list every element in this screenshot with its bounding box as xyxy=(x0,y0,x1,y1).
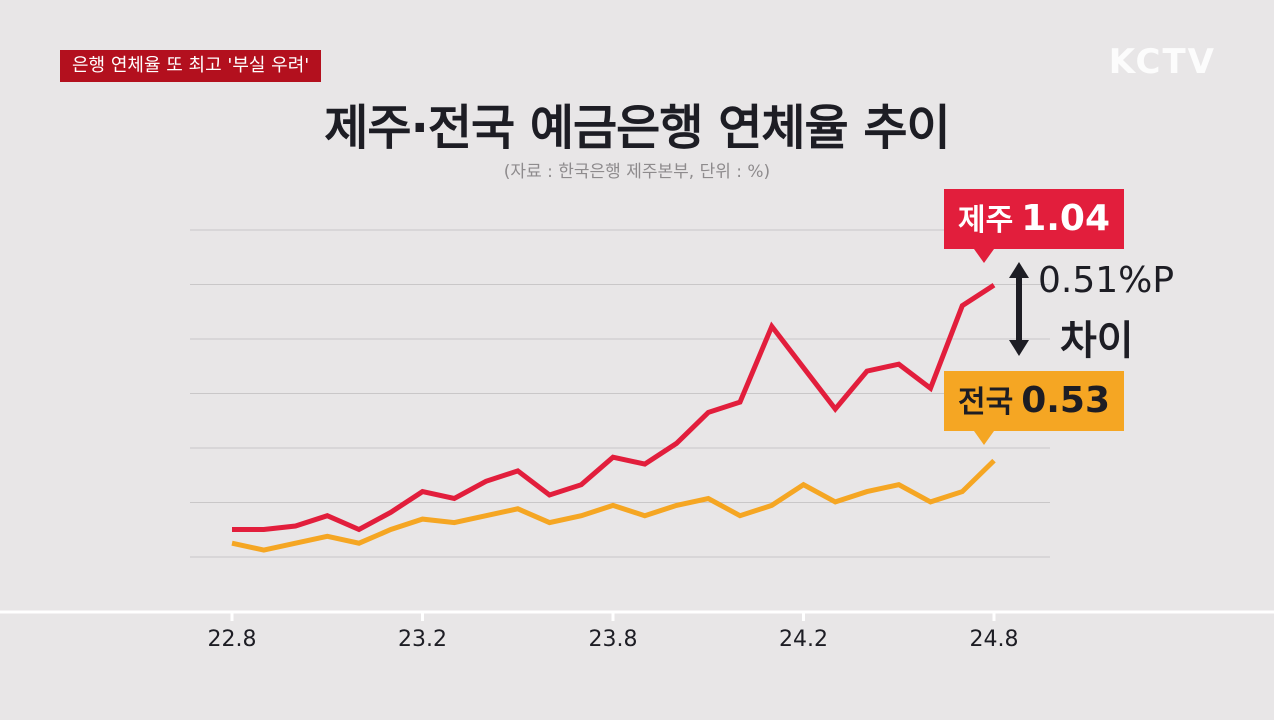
x-tick-label: 24.2 xyxy=(779,627,828,652)
gap-label: 차이 xyxy=(1060,318,1134,364)
jeju-callout: 제주 1.04 xyxy=(944,189,1125,263)
jeju-callout-name: 제주 xyxy=(958,203,1014,238)
news-tag: 은행 연체율 또 최고 '부실 우려' xyxy=(60,50,322,82)
jeju-callout-pointer xyxy=(974,249,994,263)
gap-arrow-up-head xyxy=(1009,262,1029,278)
x-tick-label: 24.8 xyxy=(970,627,1019,652)
gap-arrow-down-head xyxy=(1009,340,1029,356)
kctv-logo: KCTV xyxy=(1108,42,1216,82)
nation-callout-name: 전국 xyxy=(958,385,1014,420)
jeju-callout-value: 1.04 xyxy=(1021,198,1111,239)
nation-callout-value: 0.53 xyxy=(1021,380,1111,421)
nation-callout-pointer xyxy=(974,431,994,445)
chart-source: (자료 : 한국은행 제주본부, 단위 : %) xyxy=(503,162,771,182)
series-line-jeju xyxy=(232,283,996,533)
gap-value: 0.51%P xyxy=(1038,260,1175,301)
chart-title: 제주·전국 예금은행 연체율 추이 xyxy=(324,100,950,156)
nation-callout: 전국 0.53 xyxy=(944,371,1125,445)
x-tick-label: 23.2 xyxy=(398,627,447,652)
series-line-nation xyxy=(231,458,996,553)
x-tick-label: 23.8 xyxy=(589,627,638,652)
x-tick-label: 22.8 xyxy=(208,627,257,652)
